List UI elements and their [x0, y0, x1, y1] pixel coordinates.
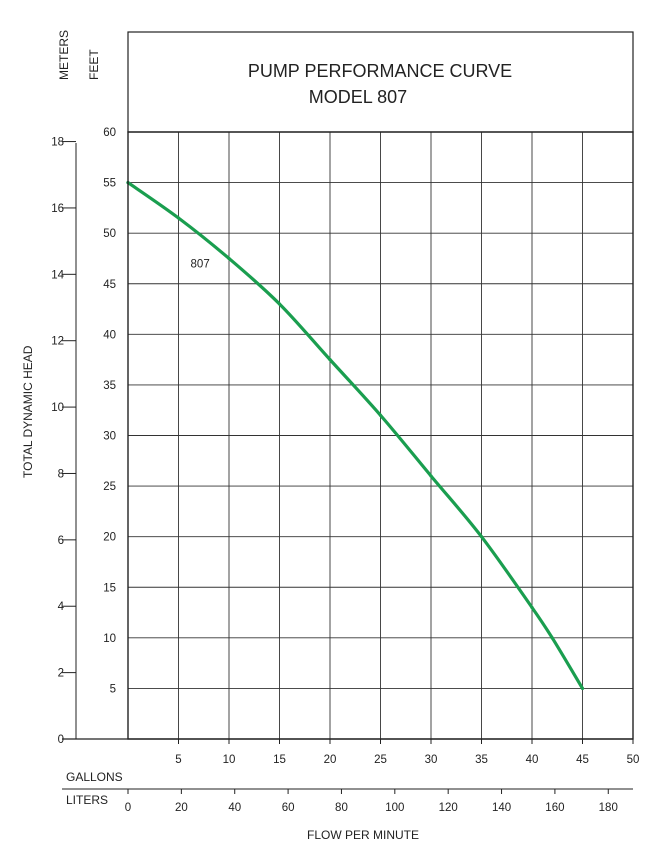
feet-tick-label: 60 — [103, 127, 116, 139]
liters-tick-label: 100 — [385, 802, 404, 814]
liters-tick-label: 80 — [335, 802, 348, 814]
feet-tick-label: 30 — [103, 431, 116, 443]
feet-tick-label: 40 — [103, 329, 116, 341]
x-axis-title: FLOW PER MINUTE — [307, 828, 419, 842]
meters-tick-label: 8 — [58, 468, 64, 480]
feet-tick-label: 5 — [110, 683, 116, 695]
chart-title: PUMP PERFORMANCE CURVE — [248, 61, 512, 81]
feet-axis-label: FEET — [87, 49, 101, 80]
gallons-tick-label: 40 — [526, 754, 539, 766]
feet-tick-label: 50 — [103, 228, 116, 240]
meters-tick-label: 10 — [51, 402, 64, 414]
feet-tick-label: 10 — [103, 633, 116, 645]
data-point — [328, 358, 332, 362]
data-point — [550, 636, 554, 640]
meters-tick-label: 0 — [58, 734, 64, 746]
meters-tick-label: 16 — [51, 203, 64, 215]
series-layer: 807 — [126, 180, 585, 691]
meters-axis-label: METERS — [57, 30, 71, 80]
data-point — [378, 413, 383, 417]
liters-tick-label: 140 — [492, 802, 511, 814]
gallons-label: GALLONS — [66, 770, 123, 784]
data-point — [227, 256, 231, 261]
meters-tick-label: 2 — [58, 668, 64, 680]
meters-tick-label: 12 — [51, 336, 64, 348]
data-point — [530, 605, 534, 610]
feet-tick-label: 20 — [103, 532, 116, 544]
liters-tick-label: 120 — [439, 802, 458, 814]
feet-tick-label: 55 — [103, 178, 116, 190]
gallons-tick-label: 50 — [627, 754, 640, 766]
liters-label: LITERS — [66, 793, 108, 807]
gallons-tick-label: 45 — [576, 754, 589, 766]
liters-tick-label: 0 — [125, 802, 131, 814]
feet-tick-label: 45 — [103, 279, 116, 291]
feet-tick-label: 35 — [103, 380, 116, 392]
feet-tick-label: 25 — [103, 481, 116, 493]
gallons-tick-label: 30 — [425, 754, 438, 766]
liters-tick-label: 160 — [545, 802, 564, 814]
series-label-807: 807 — [191, 259, 210, 271]
data-point — [580, 686, 585, 691]
meters-tick-label: 18 — [51, 137, 64, 149]
gallons-tick-label: 20 — [324, 754, 337, 766]
liters-tick-label: 40 — [228, 802, 241, 814]
plot-frame — [127, 131, 634, 740]
liters-tick-label: 180 — [599, 802, 618, 814]
data-point — [479, 535, 484, 539]
data-point — [429, 474, 433, 478]
title-box — [127, 31, 634, 133]
gallons-tick-label: 10 — [223, 754, 236, 766]
liters-tick-label: 20 — [175, 802, 188, 814]
chart-subtitle: MODEL 807 — [309, 87, 407, 107]
gallons-tick-label: 25 — [374, 754, 387, 766]
data-point — [277, 302, 282, 306]
data-point — [176, 216, 181, 220]
gallons-tick-label: 15 — [273, 754, 286, 766]
meters-tick-label: 14 — [51, 269, 64, 281]
meters-tick-label: 6 — [58, 535, 64, 547]
gallons-tick-label: 5 — [175, 754, 181, 766]
liters-tick-label: 60 — [282, 802, 295, 814]
gallons-tick-label: 35 — [475, 754, 488, 766]
meters-tick-label: 4 — [58, 601, 65, 613]
feet-tick-label: 15 — [103, 582, 116, 594]
y-axis-title: TOTAL DYNAMIC HEAD — [21, 345, 35, 478]
